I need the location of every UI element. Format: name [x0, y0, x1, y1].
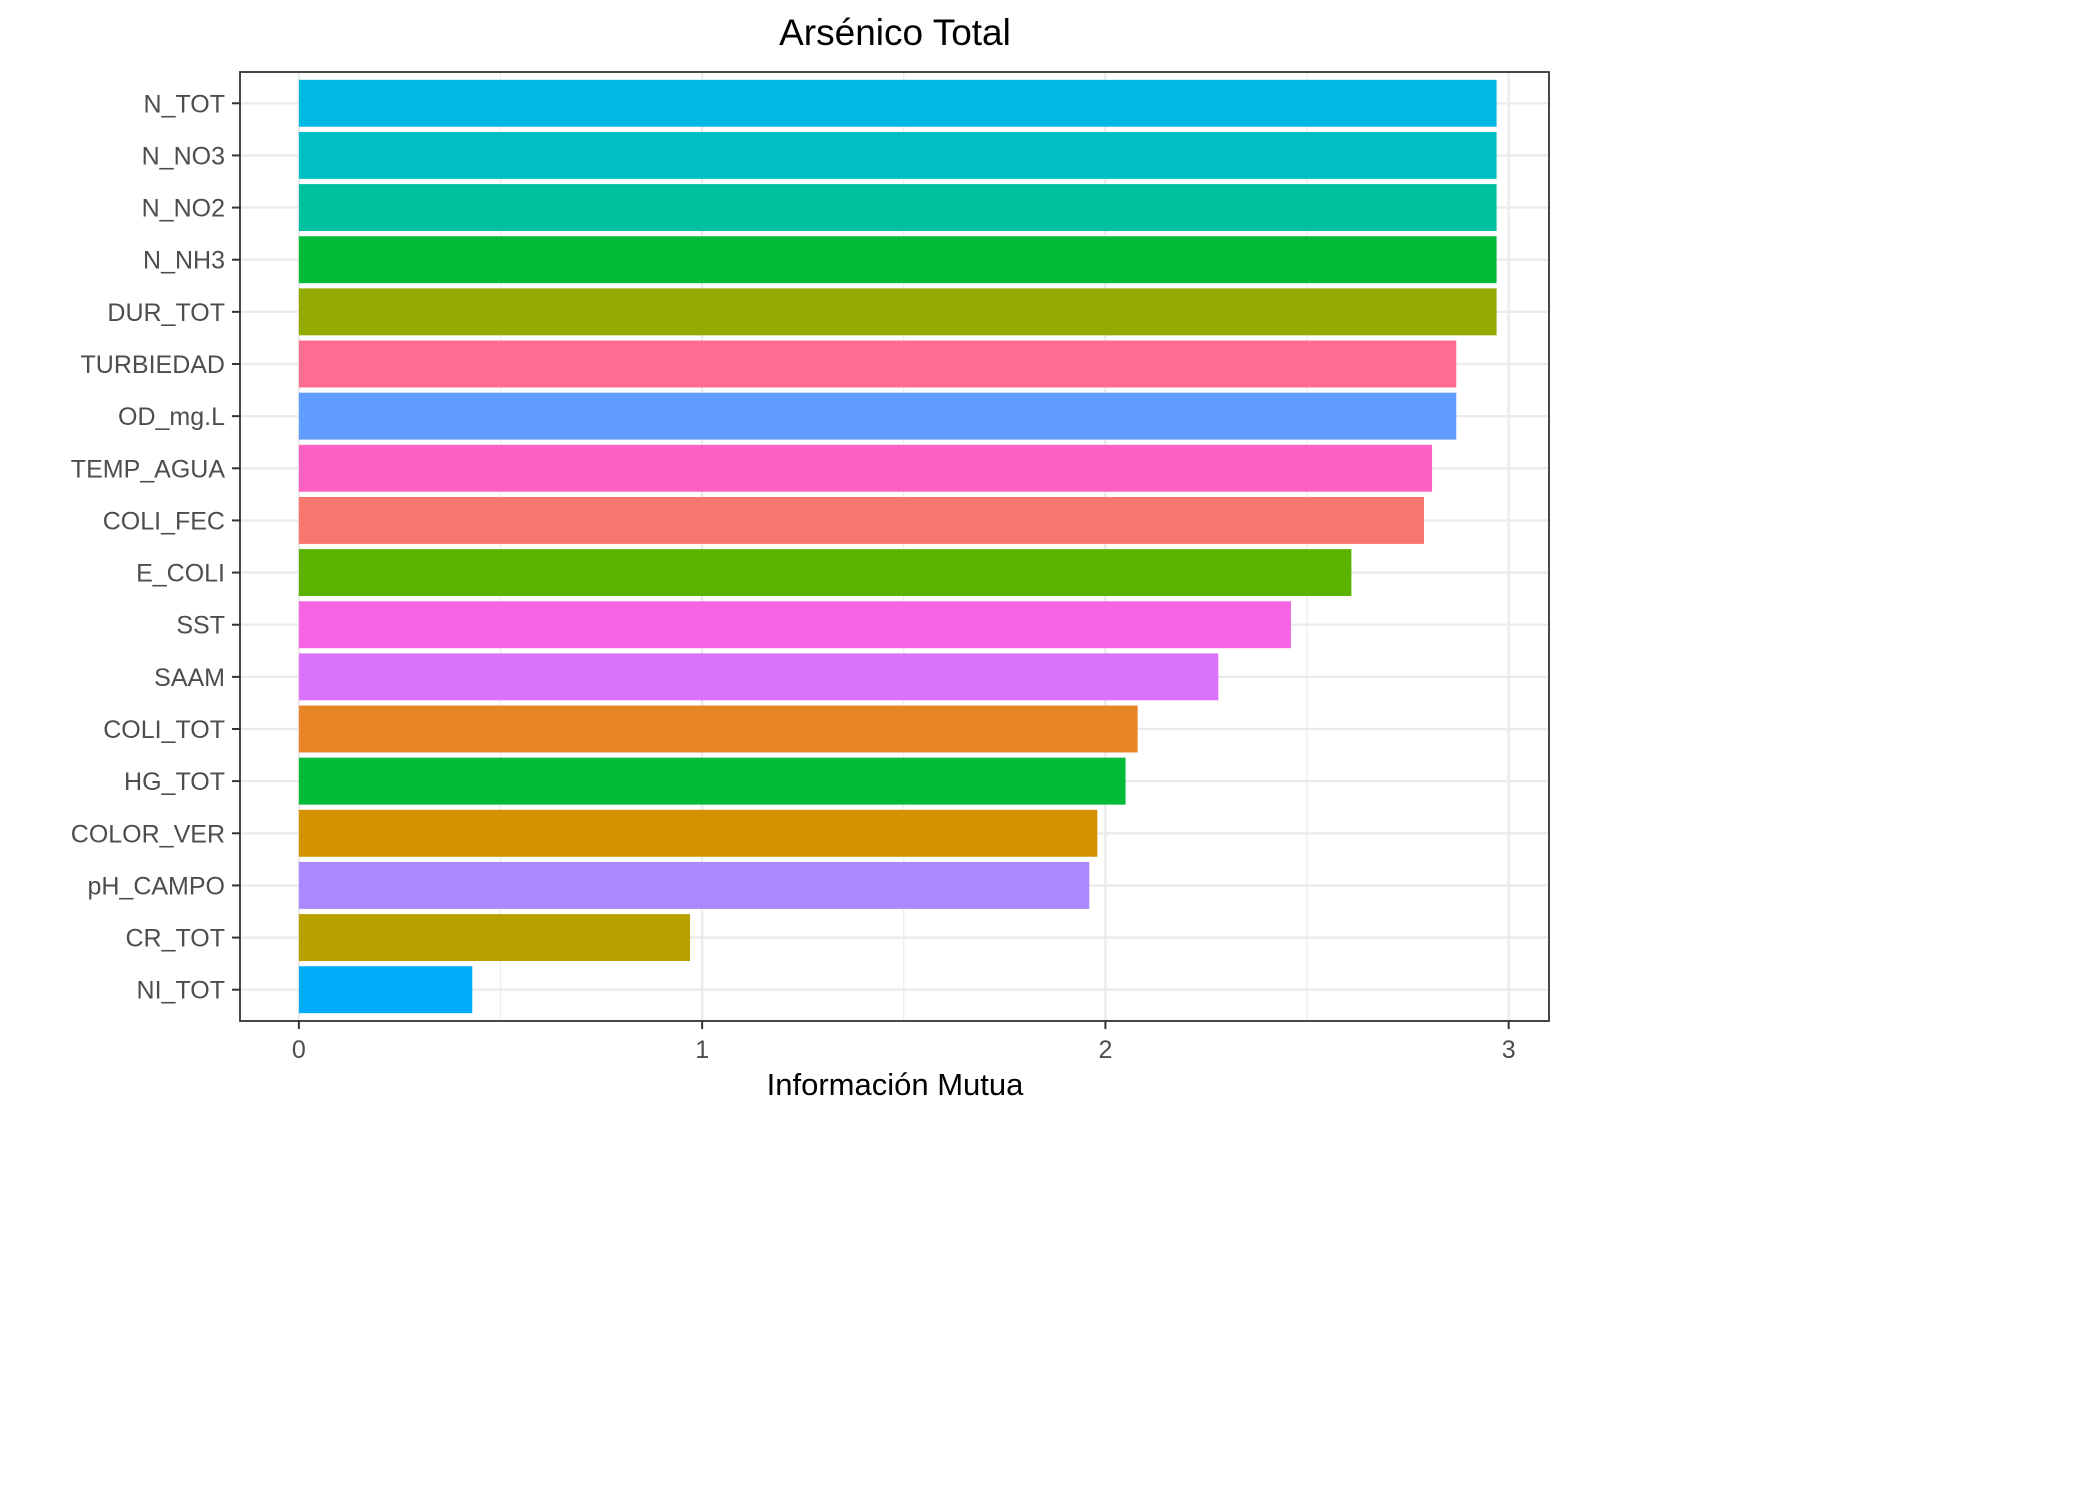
bar-cr_tot — [298, 914, 691, 962]
bar-coli_fec — [298, 496, 1424, 544]
bar-turbiedad — [298, 340, 1457, 388]
y-tick-label: NI_TOT — [137, 977, 225, 1005]
x-axis: 0 1 2 3 — [292, 1021, 1516, 1064]
bar-sst — [298, 601, 1291, 649]
x-axis-title: Información Mutua — [767, 1067, 1024, 1102]
y-tick-label: COLI_TOT — [103, 716, 225, 744]
bar-dur_tot — [298, 288, 1497, 336]
y-tick-label: DUR_TOT — [107, 299, 225, 327]
bar-saam — [298, 653, 1219, 701]
bar-hg_tot — [298, 757, 1126, 805]
chart-title: Arsénico Total — [779, 12, 1011, 53]
y-tick-label: N_NH3 — [143, 247, 225, 275]
x-tick-label: 1 — [695, 1036, 709, 1064]
bars — [298, 79, 1497, 1014]
y-tick-label: SST — [176, 612, 225, 640]
y-tick-label: OD_mg.L — [118, 403, 225, 431]
y-tick-label: N_NO3 — [142, 142, 225, 170]
y-tick-label: SAAM — [154, 664, 225, 692]
bar-color_ver — [298, 809, 1098, 857]
y-tick-label: COLOR_VER — [71, 820, 225, 848]
y-tick-label: TEMP_AGUA — [71, 455, 226, 483]
x-tick-label: 2 — [1098, 1036, 1112, 1064]
plot-panel-border — [239, 71, 1550, 1022]
y-axis: N_TOT N_NO3 N_NO2 N_NH3 DUR_TOT TURBIEDAD OD_m… — [71, 90, 240, 1005]
bar-ph_campo — [298, 861, 1090, 909]
x-tick-label: 3 — [1502, 1036, 1516, 1064]
bar-n_nh3 — [298, 236, 1497, 284]
y-tick-label: pH_CAMPO — [87, 872, 225, 900]
bar-n_no3 — [298, 131, 1497, 179]
bar-temp_agua — [298, 444, 1433, 492]
y-tick-label: HG_TOT — [124, 768, 225, 796]
y-tick-label: COLI_FEC — [103, 507, 225, 535]
bar-coli_tot — [298, 705, 1138, 753]
y-tick-label: N_TOT — [144, 90, 226, 118]
bar-e_coli — [298, 549, 1352, 597]
y-tick-label: CR_TOT — [125, 925, 225, 953]
y-tick-label: TURBIEDAD — [81, 351, 225, 379]
bar-od_mg.l — [298, 392, 1457, 440]
bar-n_no2 — [298, 184, 1497, 232]
bar-ni_tot — [298, 966, 473, 1014]
bar-n_tot — [298, 79, 1497, 127]
y-tick-label: E_COLI — [136, 560, 225, 588]
bar-chart: Arsénico Total N_TOT N_NO3 N_NO2 N_NH3 DUR_T… — [70, 12, 1550, 1102]
x-tick-label: 0 — [292, 1036, 306, 1064]
y-tick-label: N_NO2 — [142, 195, 225, 223]
